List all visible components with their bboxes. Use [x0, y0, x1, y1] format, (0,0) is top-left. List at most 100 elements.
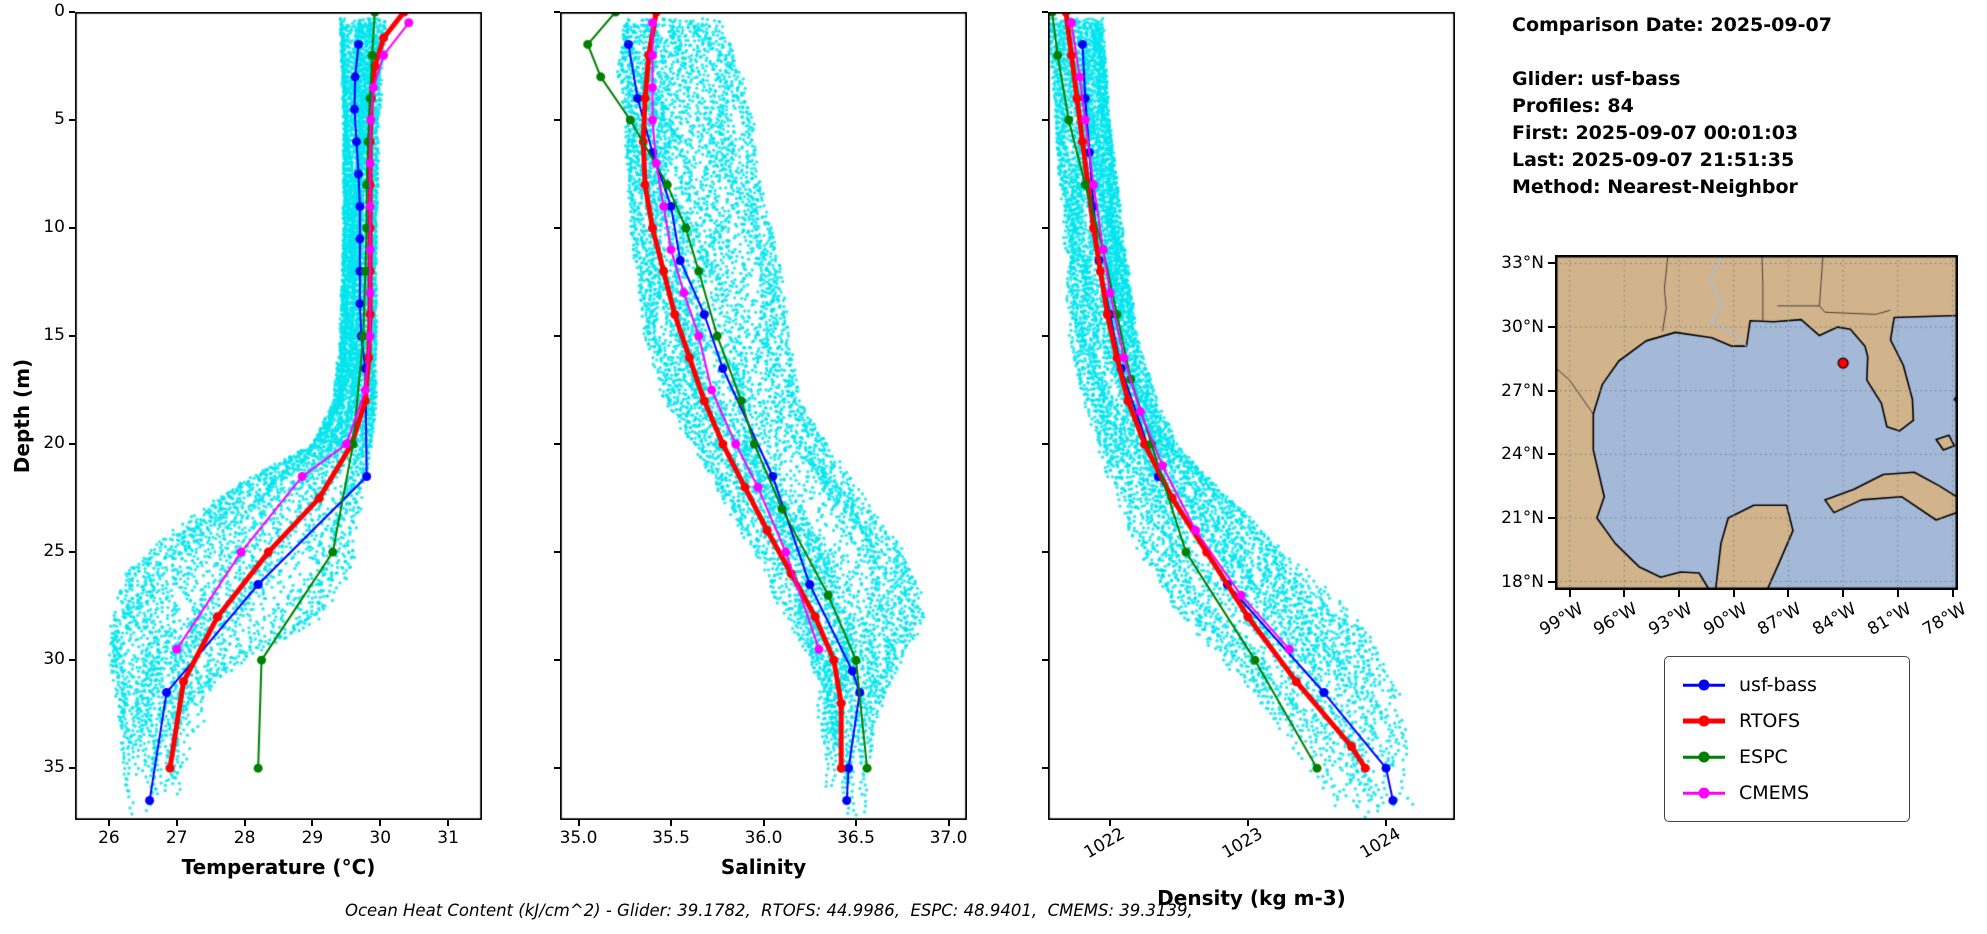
x-tick-mark [1385, 820, 1388, 826]
legend-label: CMEMS [1739, 782, 1810, 804]
x-tick-mark [175, 820, 178, 826]
map-lon-tick-mark [1678, 590, 1680, 597]
y-tick-mark [554, 443, 560, 446]
legend-marker-dot [1698, 679, 1710, 691]
map-lat-label: 21°N [1501, 507, 1544, 528]
y-tick-mark [69, 119, 75, 122]
density-panel: Density (kg m-3) 1022 1023 1024 [1042, 11, 1455, 910]
map-lat-label: 18°N [1501, 571, 1544, 592]
legend-line-sample [1683, 749, 1725, 765]
map-lon-tick-mark [1896, 590, 1899, 597]
axis-tick-label: 26 [98, 828, 120, 848]
map-lon-tick-mark [1568, 590, 1571, 597]
axis-tick-label: 30 [43, 649, 65, 670]
axis-tick-label: 20 [43, 433, 65, 454]
salinity-plot-canvas [560, 12, 967, 820]
temperature-panel: Temperature (°C) 26 27 28 29 30 31 0 5 10 15 20 25 3… [43, 1, 482, 879]
salinity-axis-label: Salinity [720, 855, 807, 879]
y-tick-mark [69, 443, 75, 446]
legend-line-sample [1683, 713, 1725, 729]
legend-label: usf-bass [1739, 674, 1817, 696]
y-tick-mark [554, 335, 560, 338]
map-lon-tick-mark [1732, 590, 1735, 597]
x-tick-mark [1109, 820, 1112, 826]
map-lon-label: 96°W [1590, 599, 1642, 640]
legend-item: CMEMS [1683, 775, 1891, 811]
y-tick-mark [554, 659, 560, 662]
axis-tick-label: 5 [54, 109, 65, 130]
y-tick-mark [554, 767, 560, 770]
y-tick-mark [1042, 11, 1048, 13]
axis-tick-label: 35 [43, 757, 65, 778]
legend-marker-dot [1698, 751, 1710, 763]
y-tick-mark [69, 767, 75, 770]
map-lon-label: 99°W [1535, 599, 1587, 640]
legend-box: usf-bass RTOFS ESPC CMEMS [1664, 656, 1910, 822]
axis-tick-label: 30 [369, 828, 392, 848]
y-tick-mark [1042, 335, 1048, 338]
legend-marker-dot [1698, 787, 1710, 799]
axis-tick-label: 37.0 [929, 828, 968, 848]
map-lat-label: 33°N [1501, 253, 1544, 274]
x-tick-mark [107, 820, 110, 826]
x-tick-mark [670, 820, 672, 826]
legend-marker-dot [1698, 715, 1710, 727]
axis-tick-label: 35.5 [652, 828, 690, 848]
y-tick-mark [69, 551, 75, 554]
y-tick-mark [1042, 443, 1048, 446]
x-tick-mark [577, 820, 580, 826]
map-lat-tick-mark [1548, 326, 1555, 329]
legend-item: usf-bass [1683, 667, 1891, 703]
x-tick-mark [379, 820, 382, 826]
y-tick-mark [554, 11, 560, 13]
x-tick-mark [311, 820, 314, 826]
y-tick-mark [1042, 767, 1048, 770]
axis-tick-label: 1024 [1356, 824, 1405, 863]
y-tick-mark [554, 551, 560, 554]
y-tick-mark [1042, 659, 1048, 662]
x-tick-mark [1247, 820, 1250, 826]
y-tick-mark [1042, 551, 1048, 554]
axis-tick-label: 1022 [1080, 824, 1129, 863]
info-line: Last: 2025-09-07 21:51:35 [1512, 149, 1795, 171]
map-lon-label: 81°W [1864, 599, 1915, 640]
gulf-map-canvas [1555, 255, 1958, 590]
map-lat-tick-mark [1548, 389, 1555, 392]
axis-tick-label: 29 [301, 828, 324, 848]
map-lat-label: 24°N [1501, 444, 1544, 465]
info-line: Method: Nearest-Neighbor [1512, 176, 1798, 198]
legend-item: ESPC [1683, 739, 1891, 775]
axis-tick-label: 1023 [1218, 824, 1267, 863]
axis-tick-label: 25 [43, 541, 65, 562]
y-tick-mark [1042, 227, 1048, 230]
y-tick-mark [69, 659, 75, 662]
legend-label: ESPC [1739, 746, 1788, 768]
map-lon-label: 90°W [1700, 599, 1751, 640]
x-tick-mark [243, 820, 246, 826]
depth-axis-label: Depth (m) [10, 358, 34, 474]
temperature-plot-canvas [75, 12, 482, 820]
info-line: Profiles: 84 [1512, 95, 1634, 117]
salinity-panel: Salinity 35.0 35.5 36.0 36.5 37.0 [554, 11, 967, 879]
axis-tick-label: 10 [43, 217, 65, 238]
map-lat-tick-mark [1548, 580, 1555, 583]
axis-tick-label: 36.5 [837, 828, 875, 848]
y-tick-mark [554, 227, 560, 230]
axis-tick-label: 0 [54, 1, 65, 21]
temperature-axis-label: Temperature (°C) [181, 855, 376, 879]
map-lon-tick-mark [1842, 590, 1845, 597]
legend-label: RTOFS [1739, 710, 1801, 732]
x-tick-mark [855, 820, 857, 826]
info-line: Comparison Date: 2025-09-07 [1512, 14, 1832, 36]
y-tick-mark [69, 335, 75, 338]
x-tick-mark [947, 820, 950, 826]
axis-tick-label: 28 [233, 828, 256, 848]
map-lat-tick-mark [1548, 453, 1555, 456]
axis-tick-label: 31 [437, 828, 459, 848]
info-line: First: 2025-09-07 00:01:03 [1512, 122, 1799, 144]
map-lon-label: 93°W [1645, 599, 1696, 640]
comparison-info-panel: Comparison Date: 2025-09-07 Glider: usf-… [1512, 12, 1832, 201]
info-line: Glider: usf-bass [1512, 68, 1681, 90]
y-tick-mark [69, 227, 75, 230]
